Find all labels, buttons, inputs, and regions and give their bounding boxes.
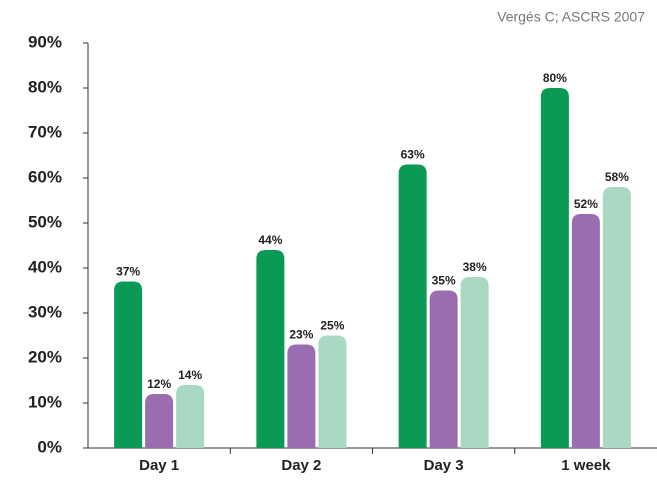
- y-tick-label: 20%: [28, 347, 62, 366]
- value-label: 35%: [432, 274, 456, 288]
- value-label: 58%: [605, 170, 629, 184]
- bar: [571, 214, 600, 448]
- bar: [429, 290, 458, 448]
- y-tick-label: 70%: [28, 122, 62, 141]
- value-label: 63%: [401, 148, 425, 162]
- bar: [398, 164, 427, 448]
- y-tick-label: 80%: [28, 77, 62, 96]
- bar: [460, 277, 489, 448]
- bar: [145, 394, 174, 448]
- value-label: 38%: [463, 260, 487, 274]
- value-label: 44%: [258, 233, 282, 247]
- subtitle: Vergés C; ASCRS 2007: [497, 9, 645, 25]
- value-label: 37%: [116, 265, 140, 279]
- value-label: 52%: [574, 197, 598, 211]
- bar: [602, 187, 631, 448]
- x-tick-label: 1 week: [561, 457, 611, 474]
- y-tick-label: 50%: [28, 212, 62, 231]
- x-tick-label: Day 2: [281, 457, 321, 474]
- y-tick-label: 40%: [28, 257, 62, 276]
- bar: [287, 344, 316, 448]
- value-label: 25%: [320, 319, 344, 333]
- y-tick-label: 60%: [28, 167, 62, 186]
- y-tick-label: 30%: [28, 302, 62, 321]
- y-tick-label: 90%: [28, 32, 62, 51]
- bar: [540, 88, 569, 448]
- bar: [176, 385, 205, 448]
- bar: [256, 250, 285, 448]
- y-tick-label: 0%: [37, 437, 62, 456]
- value-label: 23%: [289, 328, 313, 342]
- value-label: 12%: [147, 377, 171, 391]
- x-tick-label: Day 3: [424, 457, 464, 474]
- value-label: 80%: [543, 71, 567, 85]
- bar: [318, 335, 347, 448]
- bar: [114, 281, 143, 448]
- value-label: 14%: [178, 368, 202, 382]
- x-tick-label: Day 1: [139, 457, 179, 474]
- y-tick-label: 10%: [28, 392, 62, 411]
